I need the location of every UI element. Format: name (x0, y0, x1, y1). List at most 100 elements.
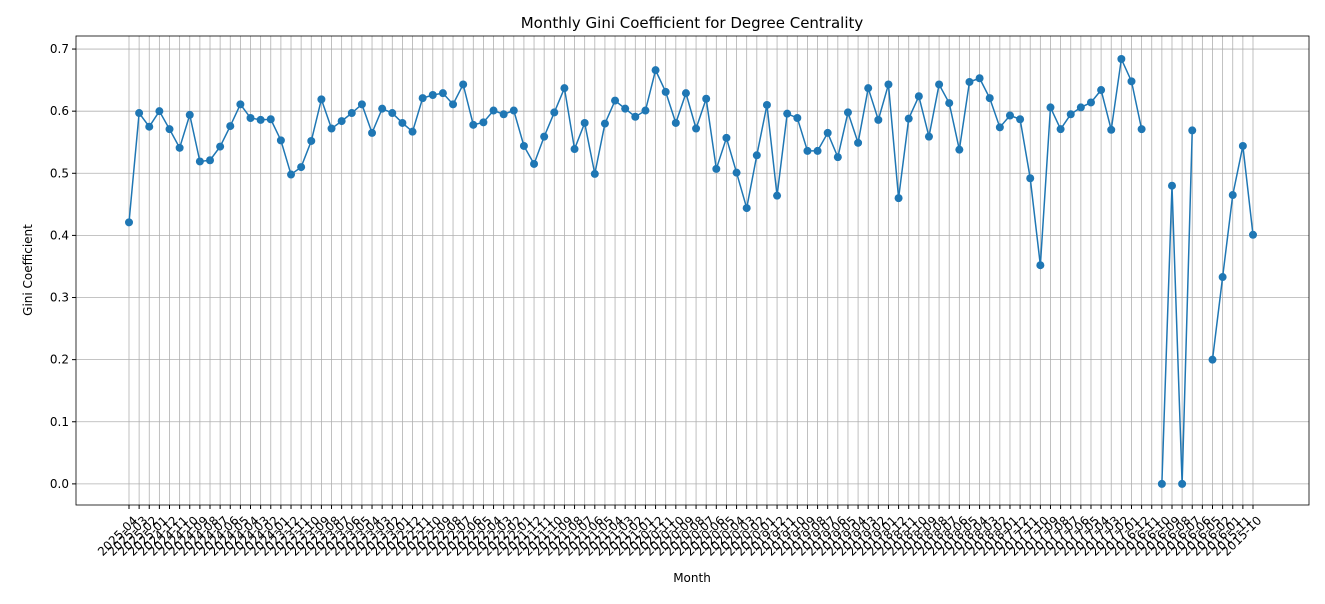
data-point (692, 124, 701, 133)
data-point (1208, 355, 1217, 364)
data-point (712, 164, 721, 173)
data-point (165, 125, 174, 134)
data-point (995, 123, 1004, 132)
data-point (641, 106, 650, 115)
y-tick-label: 0.2 (50, 353, 69, 367)
data-point (175, 143, 184, 152)
data-point (1046, 103, 1055, 112)
data-point (489, 106, 498, 115)
data-point (1056, 125, 1065, 134)
data-point (732, 168, 741, 177)
data-point (428, 91, 437, 100)
data-point (833, 153, 842, 162)
data-point (378, 104, 387, 113)
data-point (499, 110, 508, 119)
data-point (843, 108, 852, 117)
data-point (924, 132, 933, 141)
data-point (813, 146, 822, 155)
data-point (469, 120, 478, 129)
data-point (1167, 181, 1176, 190)
data-point (975, 74, 984, 83)
data-point (479, 118, 488, 127)
y-tick-label: 0.6 (50, 104, 69, 118)
data-point (135, 109, 144, 118)
data-point (965, 77, 974, 86)
data-point (1086, 98, 1095, 107)
data-point (1117, 54, 1126, 63)
data-point (347, 109, 356, 118)
data-point (1137, 125, 1146, 134)
y-axis-label: Gini Coefficient (21, 224, 35, 316)
data-point (357, 100, 366, 109)
data-point (408, 127, 417, 136)
data-point (226, 122, 235, 131)
data-point (955, 145, 964, 154)
data-point (459, 80, 468, 89)
data-point (276, 136, 285, 145)
data-point (783, 109, 792, 118)
data-point (540, 132, 549, 141)
data-point (530, 159, 539, 168)
data-point (1228, 191, 1237, 200)
data-point (904, 114, 913, 123)
data-point (216, 142, 225, 151)
data-point (509, 106, 518, 115)
data-point (236, 100, 245, 109)
data-point (1107, 125, 1116, 134)
y-tick-label: 0.1 (50, 415, 69, 429)
data-point (884, 80, 893, 89)
data-point (1005, 111, 1014, 120)
data-point (145, 122, 154, 131)
data-point (651, 66, 660, 75)
data-point (611, 96, 620, 105)
y-tick-label: 0.5 (50, 166, 69, 180)
y-tick-label: 0.7 (50, 42, 69, 56)
data-line (128, 56, 1254, 484)
data-point (1026, 174, 1035, 183)
data-point (418, 94, 427, 103)
data-point (206, 156, 215, 165)
data-point (854, 138, 863, 147)
data-point (803, 146, 812, 155)
data-point (1178, 479, 1187, 488)
data-point (864, 84, 873, 93)
data-point (945, 99, 954, 108)
data-point (1238, 141, 1247, 150)
data-point (793, 113, 802, 122)
data-point (702, 94, 711, 103)
data-point (125, 218, 133, 227)
data-point (327, 124, 336, 133)
data-point (155, 107, 164, 116)
data-point (681, 89, 690, 98)
data-point (1097, 86, 1106, 95)
data-point (368, 128, 377, 137)
data-point (874, 115, 883, 124)
data-point (600, 119, 609, 128)
data-point (337, 117, 346, 126)
data-point (519, 141, 528, 150)
data-point (560, 84, 569, 93)
data-point (1036, 261, 1045, 270)
data-point (185, 110, 194, 119)
plot-frame (75, 35, 1310, 506)
data-point (317, 95, 326, 104)
data-point (1066, 110, 1075, 119)
data-point (1218, 273, 1227, 282)
data-point (752, 151, 761, 160)
data-point (914, 92, 923, 101)
data-point (256, 115, 265, 124)
chart-title: Monthly Gini Coefficient for Degree Cent… (521, 14, 864, 32)
y-tick-label: 0.3 (50, 291, 69, 305)
data-point (307, 136, 316, 145)
data-point (661, 87, 670, 96)
y-tick-label: 0.0 (50, 477, 69, 491)
data-point (671, 118, 680, 127)
data-point (823, 128, 832, 137)
data-point (1127, 77, 1136, 86)
data-point (388, 109, 397, 118)
data-point (449, 100, 458, 109)
data-point (621, 104, 630, 113)
data-point (398, 118, 407, 127)
data-point (1157, 479, 1166, 488)
data-point (894, 194, 903, 203)
